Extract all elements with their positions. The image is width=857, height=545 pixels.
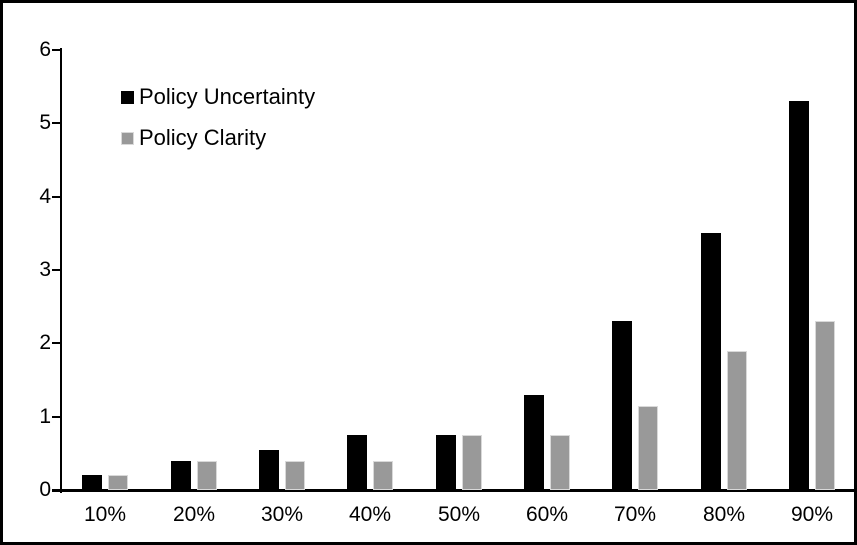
bar-uncertainty-70%: [612, 321, 632, 490]
y-tick: [52, 195, 61, 198]
x-tick-label: 10%: [83, 503, 127, 526]
x-axis: [52, 489, 854, 492]
x-tick-label: 50%: [437, 503, 481, 526]
legend: Policy Uncertainty Policy Clarity: [121, 84, 315, 151]
legend-item-policy-uncertainty: Policy Uncertainty: [121, 84, 315, 110]
bar-clarity-20%: [197, 461, 217, 490]
x-tick-label: 90%: [790, 503, 834, 526]
x-tick-label: 60%: [525, 503, 569, 526]
bar-uncertainty-30%: [259, 450, 279, 490]
y-tick: [52, 49, 61, 51]
bar-clarity-70%: [638, 406, 658, 490]
bar-uncertainty-90%: [789, 101, 809, 490]
x-tick-label: 80%: [702, 503, 746, 526]
y-axis: [60, 48, 62, 493]
y-tick-label: 2: [39, 331, 51, 355]
y-tick-label: 6: [39, 38, 51, 61]
bar-clarity-10%: [108, 475, 128, 490]
x-tick-label: 20%: [172, 503, 216, 526]
x-tick-label: 70%: [613, 503, 657, 526]
x-tick-label: 30%: [260, 503, 304, 526]
bar-uncertainty-50%: [436, 435, 456, 490]
bar-uncertainty-20%: [171, 461, 191, 490]
bar-uncertainty-40%: [347, 435, 367, 490]
y-tick-label: 4: [39, 184, 51, 208]
legend-item-policy-clarity: Policy Clarity: [121, 125, 315, 151]
y-tick: [52, 269, 61, 271]
legend-swatch-gray: [121, 131, 134, 145]
bar-clarity-90%: [815, 321, 835, 490]
legend-label-policy-clarity: Policy Clarity: [139, 125, 267, 150]
y-tick-label: 0: [39, 478, 51, 501]
bar-clarity-40%: [373, 461, 393, 490]
y-tick: [52, 489, 61, 491]
y-tick-label: 3: [39, 258, 51, 281]
y-tick-label: 1: [39, 404, 51, 428]
bar-clarity-50%: [462, 435, 482, 490]
bar-uncertainty-60%: [524, 395, 544, 490]
bar-uncertainty-10%: [82, 475, 102, 490]
bar-clarity-30%: [285, 461, 305, 490]
y-tick-label: 5: [39, 111, 51, 135]
legend-swatch-black: [121, 90, 134, 104]
legend-label-policy-uncertainty: Policy Uncertainty: [139, 84, 316, 109]
bar-clarity-80%: [727, 351, 747, 490]
bar-uncertainty-80%: [701, 233, 721, 490]
y-tick: [52, 415, 61, 418]
x-tick-label: 40%: [348, 503, 392, 526]
bar-clarity-60%: [550, 435, 570, 490]
y-tick: [52, 122, 61, 125]
y-tick: [52, 342, 61, 345]
